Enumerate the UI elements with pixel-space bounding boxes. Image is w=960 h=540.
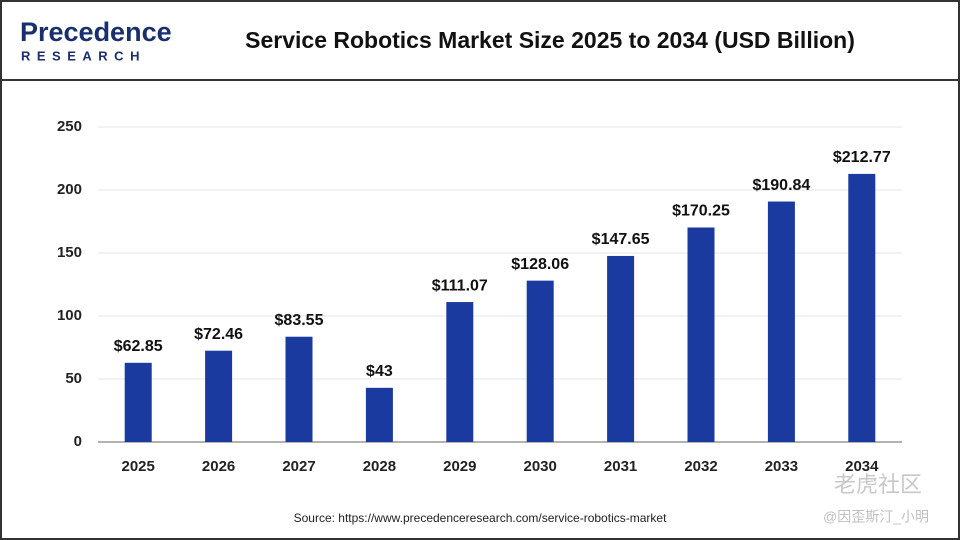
x-tick-label: 2031 [604, 458, 637, 475]
x-tick-label: 2027 [282, 458, 315, 475]
bar [205, 350, 233, 442]
value-label: $147.65 [592, 231, 650, 248]
watermark-handle: @因歪斯汀_小明 [823, 509, 929, 525]
x-tick-label: 2026 [202, 458, 235, 475]
x-tick-label: 2029 [443, 458, 476, 475]
bar [767, 201, 795, 442]
value-label: $111.07 [432, 277, 488, 294]
value-label: $72.46 [194, 326, 243, 343]
bar [848, 173, 876, 443]
y-tick-label: 250 [57, 118, 82, 135]
x-tick-label: 2025 [122, 458, 155, 475]
x-tick-label: 2032 [684, 458, 717, 475]
source: Source: https://www.precedenceresearch.c… [294, 511, 667, 525]
logo-sub: RESEARCH [21, 48, 146, 63]
x-tick-label: 2030 [524, 458, 557, 475]
value-label: $43 [366, 363, 393, 380]
y-tick-label: 100 [57, 307, 82, 324]
value-label: $128.06 [511, 256, 569, 273]
bar [446, 302, 474, 442]
chart-title: Service Robotics Market Size 2025 to 203… [245, 27, 855, 53]
bar [124, 362, 152, 442]
y-tick-label: 200 [57, 181, 82, 198]
value-label: $83.55 [275, 312, 324, 329]
value-label: $212.77 [833, 149, 891, 166]
logo-name: Precedence [20, 17, 172, 47]
value-label: $62.85 [114, 338, 163, 355]
bar [526, 280, 554, 442]
watermark-brand: 老虎社区 [834, 472, 922, 497]
x-tick-label: 2033 [765, 458, 798, 475]
value-label: $190.84 [752, 177, 810, 194]
x-tick-label: 2028 [363, 458, 396, 475]
bar [285, 336, 313, 442]
bar [687, 227, 715, 442]
value-label: $170.25 [672, 203, 730, 220]
x-tick-label: 2034 [845, 458, 879, 475]
bar [607, 255, 635, 442]
y-tick-label: 150 [57, 244, 82, 261]
y-tick-label: 50 [65, 370, 82, 387]
y-tick-label: 0 [74, 433, 82, 450]
bar [365, 387, 393, 442]
